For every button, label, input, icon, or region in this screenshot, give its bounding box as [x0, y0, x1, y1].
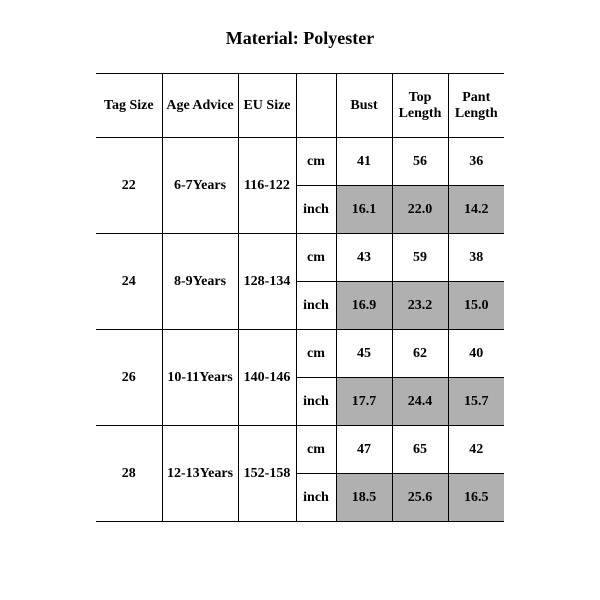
- cell-pant-cm: 42: [448, 426, 504, 474]
- cell-unit-inch: inch: [296, 282, 336, 330]
- cell-eu-size: 152-158: [238, 426, 296, 522]
- cell-unit-cm: cm: [296, 426, 336, 474]
- cell-top-inch: 24.4: [392, 378, 448, 426]
- page-title: Material: Polyester: [0, 0, 600, 73]
- cell-eu-size: 128-134: [238, 234, 296, 330]
- col-tag-size: Tag Size: [96, 74, 162, 138]
- col-pant-length: Pant Length: [448, 74, 504, 138]
- cell-top-cm: 59: [392, 234, 448, 282]
- cell-bust-inch: 18.5: [336, 474, 392, 522]
- cell-eu-size: 140-146: [238, 330, 296, 426]
- table-row: 22 6-7Years 116-122 cm 41 56 36: [96, 138, 504, 186]
- cell-unit-inch: inch: [296, 378, 336, 426]
- col-eu-size: EU Size: [238, 74, 296, 138]
- cell-eu-size: 116-122: [238, 138, 296, 234]
- cell-tag-size: 22: [96, 138, 162, 234]
- table-row: 28 12-13Years 152-158 cm 47 65 42: [96, 426, 504, 474]
- cell-unit-inch: inch: [296, 186, 336, 234]
- cell-bust-inch: 16.9: [336, 282, 392, 330]
- table-header-row: Tag Size Age Advice EU Size Bust Top Len…: [96, 74, 504, 138]
- cell-pant-cm: 40: [448, 330, 504, 378]
- cell-pant-cm: 38: [448, 234, 504, 282]
- cell-top-cm: 62: [392, 330, 448, 378]
- col-bust: Bust: [336, 74, 392, 138]
- cell-top-inch: 22.0: [392, 186, 448, 234]
- cell-age-advice: 8-9Years: [162, 234, 238, 330]
- col-top-length: Top Length: [392, 74, 448, 138]
- cell-top-inch: 23.2: [392, 282, 448, 330]
- cell-bust-cm: 41: [336, 138, 392, 186]
- cell-pant-cm: 36: [448, 138, 504, 186]
- cell-age-advice: 6-7Years: [162, 138, 238, 234]
- cell-unit-inch: inch: [296, 474, 336, 522]
- cell-bust-cm: 45: [336, 330, 392, 378]
- cell-bust-cm: 47: [336, 426, 392, 474]
- cell-tag-size: 26: [96, 330, 162, 426]
- cell-tag-size: 24: [96, 234, 162, 330]
- cell-unit-cm: cm: [296, 330, 336, 378]
- cell-top-cm: 56: [392, 138, 448, 186]
- cell-bust-inch: 17.7: [336, 378, 392, 426]
- cell-unit-cm: cm: [296, 138, 336, 186]
- table-row: 26 10-11Years 140-146 cm 45 62 40: [96, 330, 504, 378]
- cell-age-advice: 12-13Years: [162, 426, 238, 522]
- cell-bust-cm: 43: [336, 234, 392, 282]
- size-chart-table: Tag Size Age Advice EU Size Bust Top Len…: [96, 73, 504, 522]
- col-age-advice: Age Advice: [162, 74, 238, 138]
- cell-top-cm: 65: [392, 426, 448, 474]
- cell-top-inch: 25.6: [392, 474, 448, 522]
- col-unit: [296, 74, 336, 138]
- cell-pant-inch: 15.0: [448, 282, 504, 330]
- cell-bust-inch: 16.1: [336, 186, 392, 234]
- table-row: 24 8-9Years 128-134 cm 43 59 38: [96, 234, 504, 282]
- cell-pant-inch: 16.5: [448, 474, 504, 522]
- cell-pant-inch: 15.7: [448, 378, 504, 426]
- cell-tag-size: 28: [96, 426, 162, 522]
- cell-pant-inch: 14.2: [448, 186, 504, 234]
- cell-unit-cm: cm: [296, 234, 336, 282]
- cell-age-advice: 10-11Years: [162, 330, 238, 426]
